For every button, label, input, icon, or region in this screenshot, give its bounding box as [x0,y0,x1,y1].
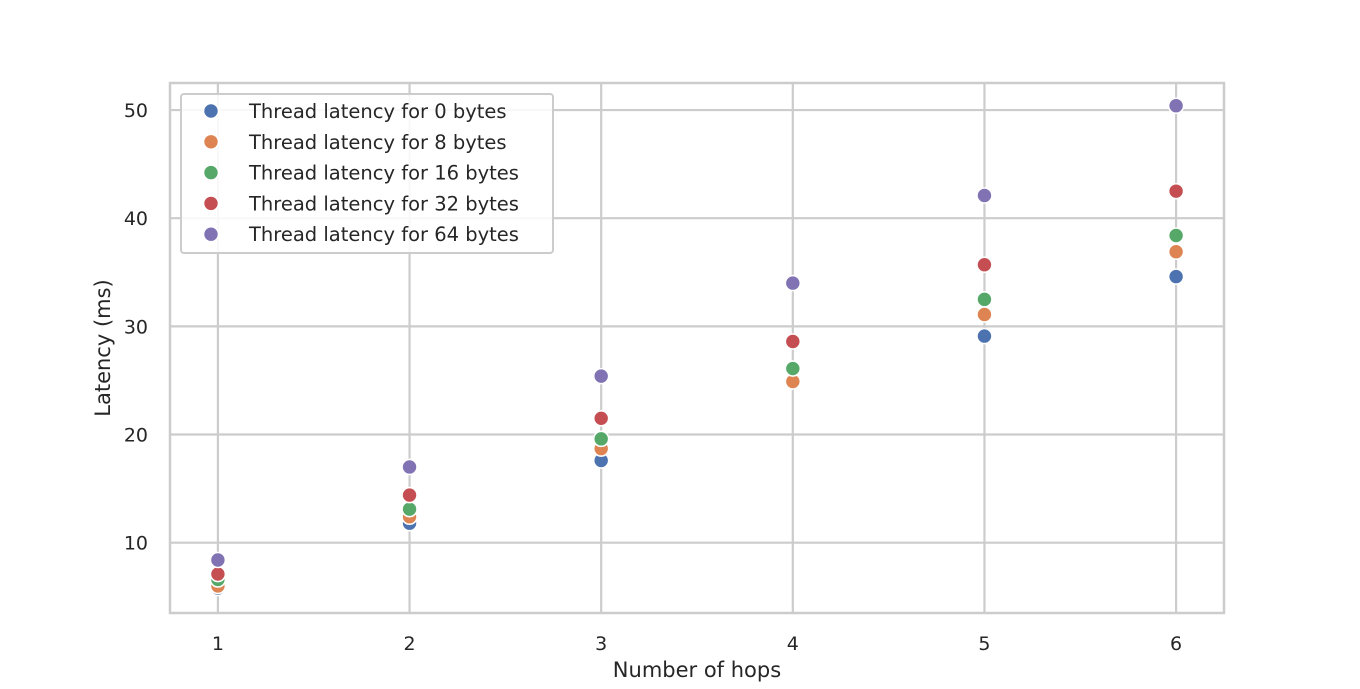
legend-marker [202,102,220,120]
series-0-point [976,327,993,345]
plot-frame [168,81,1226,615]
legend-marker [202,164,220,181]
y-tick-label: 50 [124,100,148,122]
series-1-point [1167,243,1185,261]
series-3-point [401,486,418,504]
legend-marker [202,225,220,243]
series-2-point [784,360,802,377]
points-layer [209,97,1185,597]
x-tick-label: 2 [403,633,415,655]
series-3-point [1167,182,1185,200]
y-tick-label: 40 [124,208,148,230]
legend: Thread latency for 0 bytes Thread latency… [180,93,554,254]
legend-box [180,93,554,254]
x-tick-label: 5 [978,633,990,655]
series-3-point [209,565,227,583]
series-4-point [592,367,610,385]
series-4-point [401,458,418,476]
legend-label: Thread latency for 32 bytes [248,192,519,215]
series-2-point [976,291,993,308]
series-4-point [784,274,802,292]
y-tick-label: 30 [124,316,148,338]
legend-marker [202,133,220,151]
legend-label: Thread latency for 64 bytes [248,223,519,246]
legend-marker [202,195,220,212]
series-3-point [976,256,993,274]
series-2-point [1167,227,1185,244]
y-tick-label: 10 [124,533,148,555]
x-tick-label: 6 [1170,633,1182,655]
series-2-point [401,500,418,518]
legend-label: Thread latency for 16 bytes [248,162,519,185]
y-tick-label: 20 [124,425,148,447]
x-tick-label: 3 [595,633,607,655]
series-0-point [1167,268,1185,285]
series-2-point [592,430,610,448]
series-4-point [1167,97,1185,115]
series-4-point [209,551,227,569]
series-3-point [592,410,610,427]
x-tick-label: 4 [787,633,799,655]
legend-label: Thread latency for 8 bytes [248,131,507,154]
x-axis-title: Number of hops [613,658,781,682]
y-axis-title: Latency (ms) [91,279,115,416]
ticks-layer: 1 2 3 4 5 6 10 20 30 40 50 [124,100,1182,655]
series-4-point [976,187,993,204]
legend-label: Thread latency for 0 bytes [248,100,507,123]
series-3-point [784,333,802,350]
series-1-point [976,306,993,323]
x-tick-label: 1 [212,633,224,655]
